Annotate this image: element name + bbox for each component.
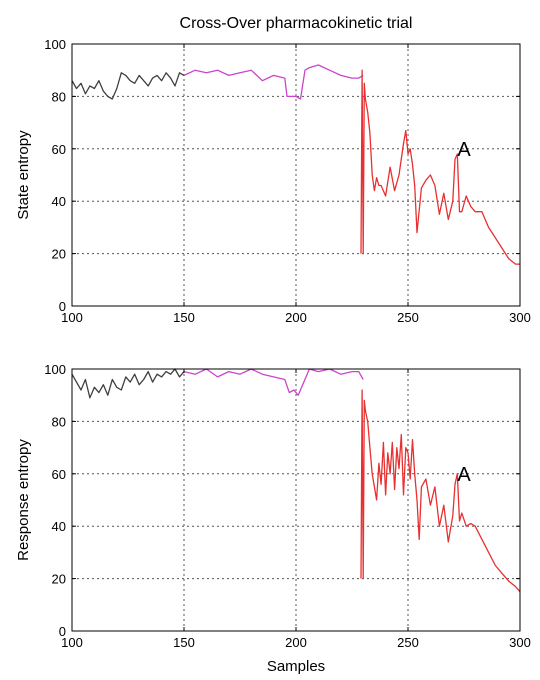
chart-title: Cross-Over pharmacokinetic trial xyxy=(180,15,413,32)
y-tick-label: 0 xyxy=(59,624,66,639)
chart-2: 100 150 200 250 300 0 20 40 60 80 100 Response entr… xyxy=(15,362,531,675)
series-line-3 xyxy=(360,69,520,265)
y-axis-label: State entropy xyxy=(15,130,32,220)
y-axis-label: Response entropy xyxy=(15,439,32,561)
chart-1: Cross-Over pharmacokinetic trial 100 150 20… xyxy=(15,15,531,325)
series-line-1 xyxy=(71,368,185,399)
x-axis-label: Samples xyxy=(267,658,325,675)
x-tick-label: 100 xyxy=(61,310,83,325)
y-tick-label: 60 xyxy=(52,467,66,482)
series-line-2 xyxy=(183,368,364,396)
y-tick-label: 100 xyxy=(44,362,66,377)
y-tick-label: 60 xyxy=(52,142,66,157)
x-tick-label: 250 xyxy=(397,635,419,650)
y-tick-label: 40 xyxy=(52,194,66,209)
y-tick-label: 80 xyxy=(52,414,66,429)
annotation-label: A xyxy=(457,464,471,486)
y-tick-label: 40 xyxy=(52,519,66,534)
y-tick-label: 20 xyxy=(52,247,66,262)
x-tick-label: 200 xyxy=(285,635,307,650)
y-tick-label: 20 xyxy=(52,572,66,587)
y-tick-label: 80 xyxy=(52,89,66,104)
annotation-label: A xyxy=(457,139,471,161)
x-tick-label: 150 xyxy=(173,310,195,325)
x-tick-label: 100 xyxy=(61,635,83,650)
x-tick-label: 300 xyxy=(509,635,531,650)
y-tick-label: 0 xyxy=(59,299,66,314)
y-tick-label: 100 xyxy=(44,37,66,52)
x-tick-label: 150 xyxy=(173,635,195,650)
x-tick-label: 250 xyxy=(397,310,419,325)
series-line-1 xyxy=(71,72,185,100)
x-tick-label: 300 xyxy=(509,310,531,325)
series-line-3 xyxy=(360,389,521,593)
series-line-2 xyxy=(183,64,364,100)
x-tick-label: 200 xyxy=(285,310,307,325)
